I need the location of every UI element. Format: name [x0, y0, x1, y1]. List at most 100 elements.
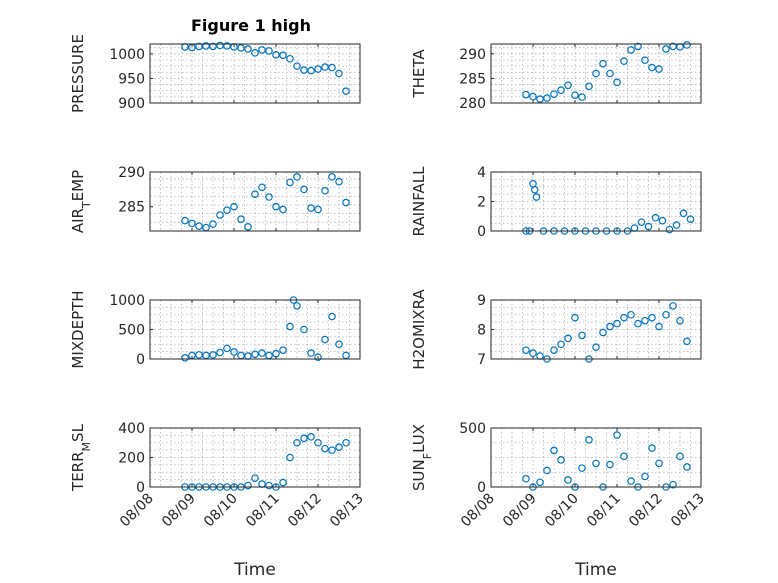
data-point	[342, 438, 350, 447]
data-point	[251, 350, 259, 359]
data-point	[676, 452, 684, 461]
data-point	[578, 93, 586, 101]
y-tick-label: 7	[477, 352, 486, 368]
y-axis-label: THETA	[410, 49, 428, 99]
data-point	[655, 322, 663, 331]
data-point	[679, 209, 688, 218]
data-point	[564, 334, 572, 343]
data-point	[279, 478, 287, 487]
data-point	[627, 477, 635, 485]
y-tick-label: 280	[459, 96, 486, 112]
subplot-mixdepth: 0 500 1000 MIXDEPTH	[69, 290, 361, 369]
data-point	[314, 65, 322, 73]
data-point	[321, 186, 329, 195]
data-point	[223, 206, 231, 214]
axes-frame	[490, 427, 702, 488]
data-point	[522, 346, 530, 354]
subplot-h2omixra: 7 8 9 H2OMIXRA	[410, 289, 702, 370]
data-point	[637, 218, 646, 226]
data-point	[634, 42, 642, 51]
data-point	[683, 463, 691, 471]
axes-frame	[490, 43, 702, 104]
data-point	[321, 444, 329, 453]
data-point	[627, 46, 635, 54]
y-tick-label: 0	[136, 352, 145, 368]
data-point	[585, 82, 593, 91]
data-point	[592, 459, 600, 468]
data-point	[258, 183, 266, 192]
y-axis-label: PRESSURE	[69, 34, 87, 113]
data-point	[599, 328, 607, 337]
data-point	[669, 480, 677, 489]
data-point	[550, 346, 558, 354]
data-point	[230, 348, 238, 356]
data-point	[293, 438, 301, 447]
data-point	[195, 42, 203, 51]
data-point	[683, 337, 691, 346]
data-point	[300, 185, 308, 194]
data-point	[286, 322, 294, 331]
data-point	[223, 344, 231, 353]
axes-frame	[149, 43, 361, 104]
data-point	[599, 59, 607, 68]
data-point	[251, 49, 259, 57]
data-point	[669, 42, 677, 51]
data-point	[244, 223, 252, 231]
data-point	[606, 69, 614, 78]
y-tick-label: 0	[477, 224, 486, 240]
data-point	[293, 173, 301, 181]
data-point	[532, 193, 541, 201]
y-axis-label: MIXDEPTH	[69, 290, 87, 368]
data-point	[606, 460, 614, 469]
y-tick-label: 9	[477, 293, 486, 309]
y-tick-label: 950	[118, 71, 145, 87]
data-point	[557, 340, 565, 349]
data-point	[279, 205, 287, 214]
data-point	[613, 78, 621, 87]
data-point	[265, 481, 273, 490]
data-point	[181, 354, 189, 362]
data-point	[342, 87, 350, 96]
data-point	[620, 452, 628, 461]
y-tick-label: 1000	[109, 293, 145, 309]
data-point	[209, 42, 217, 51]
data-point	[328, 312, 336, 321]
data-point	[627, 310, 635, 319]
data-point	[314, 438, 322, 447]
y-tick-label: 285	[118, 200, 145, 216]
data-point	[293, 62, 301, 70]
data-point	[571, 91, 579, 99]
data-point	[307, 349, 315, 357]
data-point	[335, 69, 343, 78]
y-tick-label: 285	[459, 71, 486, 87]
data-point	[530, 185, 539, 194]
data-point	[662, 45, 670, 53]
data-point	[244, 481, 252, 490]
subplot-theta: 280 285 290 THETA	[410, 41, 702, 112]
data-point	[641, 56, 649, 65]
data-point	[571, 313, 579, 322]
figure-title: Figure 1 high	[191, 16, 311, 35]
data-point	[536, 95, 544, 103]
data-point	[286, 453, 294, 462]
data-point	[293, 302, 301, 310]
data-point	[328, 446, 336, 454]
data-point	[522, 90, 530, 99]
y-tick-label: 8	[477, 323, 486, 339]
data-point	[272, 202, 280, 211]
data-point	[557, 86, 565, 95]
data-point	[342, 198, 350, 207]
data-point	[286, 178, 294, 187]
data-point	[658, 216, 667, 225]
data-point	[272, 51, 280, 59]
data-point	[195, 222, 203, 230]
y-tick-label: 900	[118, 96, 145, 112]
data-point	[543, 466, 551, 475]
data-point	[188, 219, 196, 228]
data-point	[307, 433, 315, 441]
data-point	[529, 92, 537, 101]
y-tick-label: 400	[118, 421, 145, 437]
data-point	[230, 202, 238, 211]
